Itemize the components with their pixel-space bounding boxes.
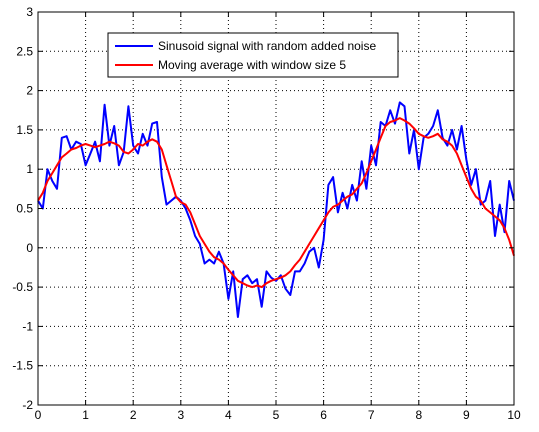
legend-box bbox=[107, 32, 399, 78]
x-tick-label: 10 bbox=[507, 408, 521, 422]
x-tick-label: 3 bbox=[177, 408, 184, 422]
y-tick-label: -0.5 bbox=[12, 280, 33, 294]
x-tick-label: 0 bbox=[35, 408, 42, 422]
x-tick-label: 4 bbox=[225, 408, 232, 422]
y-tick-label: -1 bbox=[22, 319, 33, 333]
series-lines bbox=[37, 101, 515, 318]
x-tick-label: 8 bbox=[415, 408, 422, 422]
y-tick-label: 3 bbox=[26, 5, 33, 19]
y-tick-label: 1.5 bbox=[16, 123, 33, 137]
x-tick-label: 2 bbox=[130, 408, 137, 422]
x-tick-label: 6 bbox=[320, 408, 327, 422]
y-tick-label: 1 bbox=[26, 162, 33, 176]
y-tick-label: -2 bbox=[22, 398, 33, 412]
y-tick-label: 0.5 bbox=[16, 202, 33, 216]
legend-label-average: Moving average with window size 5 bbox=[158, 58, 346, 72]
legend-label-noisy: Sinusoid signal with random added noise bbox=[158, 39, 376, 53]
moving-average-line bbox=[37, 117, 515, 289]
y-tick-label: 2 bbox=[26, 84, 33, 98]
x-tick-label: 1 bbox=[82, 408, 89, 422]
axis-ticks: 0 1 2 3 4 5 6 7 8 9 10 -2 -1.5 -1 -0.5 0 0.5 1 1.5 2 2.5 3 bbox=[12, 5, 521, 422]
legend: Sinusoid signal with random added noise … bbox=[107, 32, 399, 78]
noisy-signal-line bbox=[37, 101, 515, 318]
grid-lines bbox=[38, 12, 514, 405]
x-tick-label: 9 bbox=[463, 408, 470, 422]
y-tick-label: 0 bbox=[26, 241, 33, 255]
x-tick-label: 7 bbox=[368, 408, 375, 422]
y-tick-label: 2.5 bbox=[16, 44, 33, 58]
y-tick-label: -1.5 bbox=[12, 359, 33, 373]
x-tick-label: 5 bbox=[273, 408, 280, 422]
